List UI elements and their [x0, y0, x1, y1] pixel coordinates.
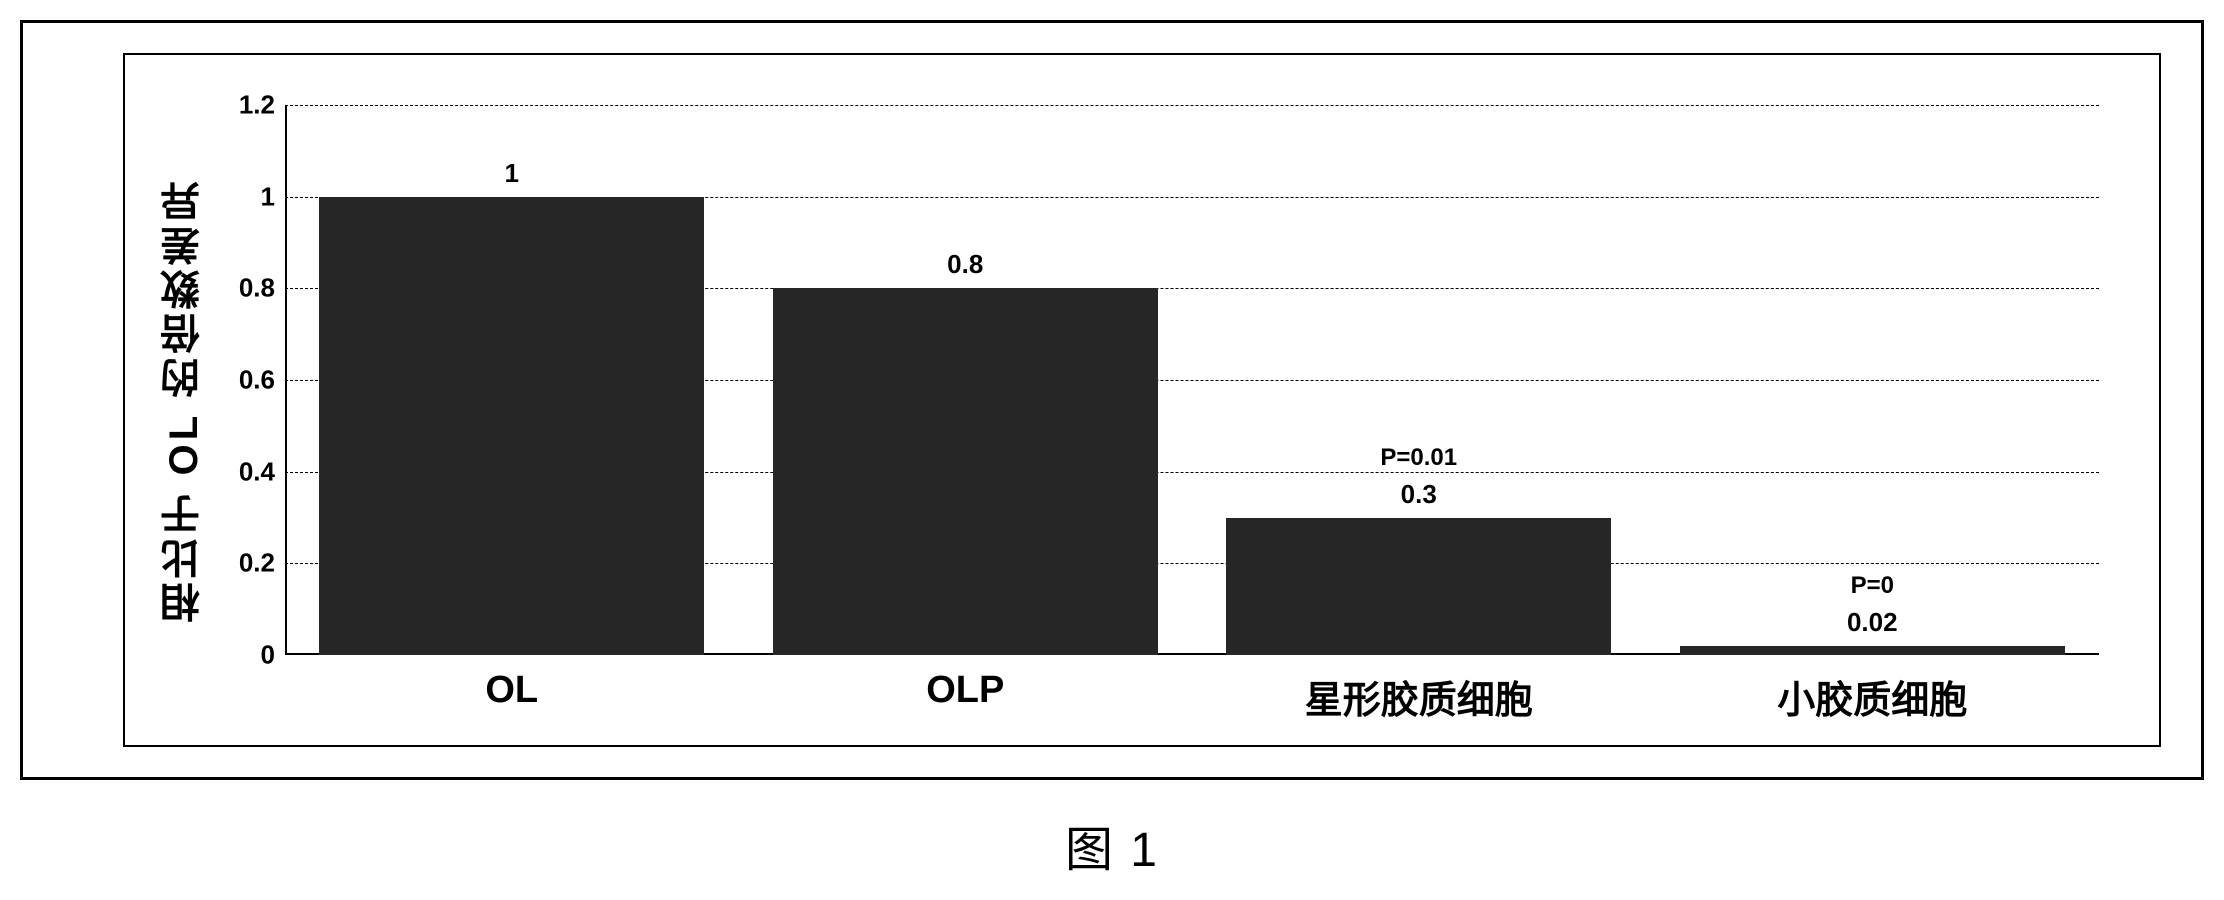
y-tick-label: 0.4 — [239, 456, 275, 487]
y-tick-label: 0.8 — [239, 273, 275, 304]
y-axis-label: 相比于 OL 的倍数差异 — [155, 177, 213, 622]
bars-row: 1OL0.8OLP0.3P=0.01星形胶质细胞0.02P=0小胶质细胞 — [285, 105, 2099, 655]
y-tick-label: 1.2 — [239, 90, 275, 121]
bar-group: 0.3P=0.01星形胶质细胞 — [1192, 105, 1646, 655]
figure-wrapper: 相比于 OL 的倍数差异 00.20.40.60.811.2 1OL0.8OLP… — [20, 20, 2204, 880]
x-tick-label: OLP — [926, 669, 1004, 712]
bar-value-label: 0.02 — [1847, 607, 1898, 638]
x-tick-label: 小胶质细胞 — [1777, 669, 1967, 724]
plot-area: 00.20.40.60.811.2 1OL0.8OLP0.3P=0.01星形胶质… — [285, 105, 2099, 655]
bar-value-label: 0.3 — [1401, 479, 1437, 510]
bar: 0.3P=0.01 — [1226, 518, 1611, 656]
bar-group: 0.02P=0小胶质细胞 — [1646, 105, 2100, 655]
bar-group: 0.8OLP — [739, 105, 1193, 655]
bar: 1 — [319, 197, 704, 655]
chart-inner-panel: 相比于 OL 的倍数差异 00.20.40.60.811.2 1OL0.8OLP… — [123, 53, 2161, 747]
p-value-label: P=0.01 — [1380, 444, 1457, 472]
y-tick-label: 0 — [261, 640, 275, 671]
bar-value-label: 1 — [505, 158, 519, 189]
x-tick-label: OL — [485, 669, 538, 712]
bar: 0.8 — [773, 288, 1158, 655]
y-tick-label: 0.6 — [239, 365, 275, 396]
p-value-label: P=0 — [1851, 572, 1894, 600]
y-tick-label: 0.2 — [239, 548, 275, 579]
bar-value-label: 0.8 — [947, 249, 983, 280]
figure-caption: 图 1 — [20, 810, 2204, 880]
x-tick-label: 星形胶质细胞 — [1305, 669, 1533, 724]
bar: 0.02P=0 — [1680, 646, 2065, 655]
chart-outer-border: 相比于 OL 的倍数差异 00.20.40.60.811.2 1OL0.8OLP… — [20, 20, 2204, 780]
bar-group: 1OL — [285, 105, 739, 655]
y-tick-label: 1 — [261, 181, 275, 212]
